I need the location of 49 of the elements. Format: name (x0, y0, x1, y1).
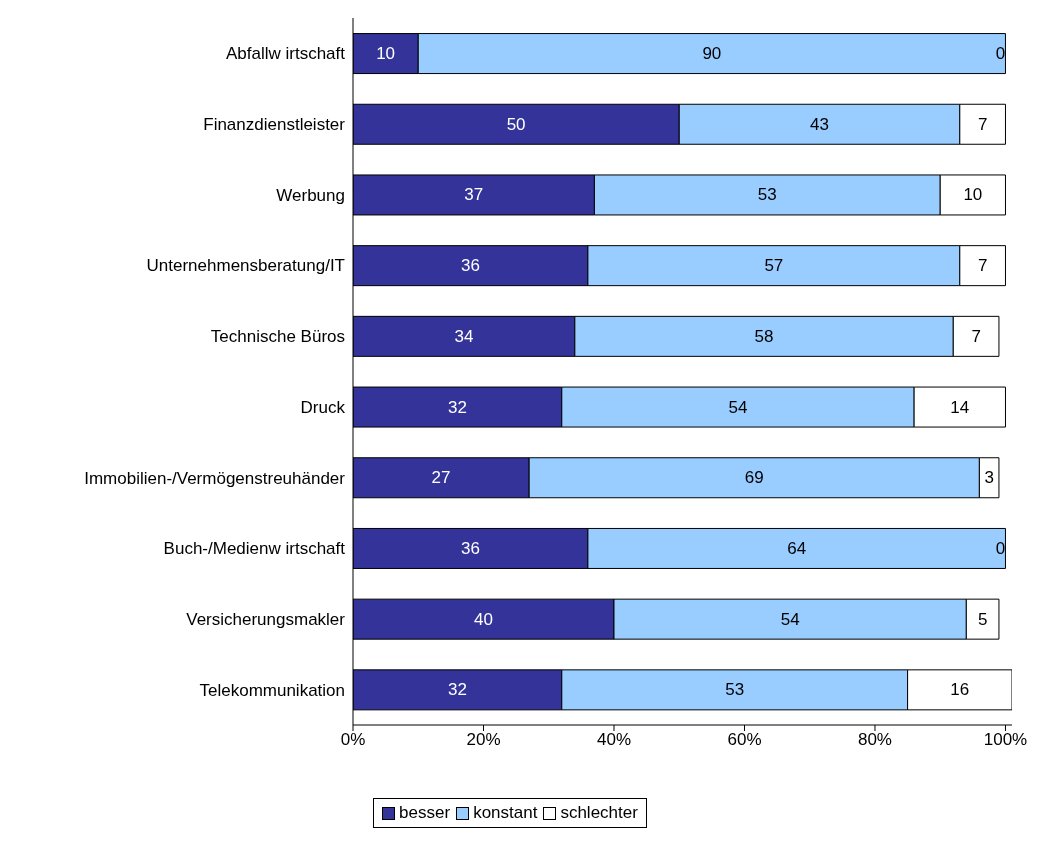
x-tick-label: 40% (596, 730, 632, 750)
data-label: 90 (702, 44, 722, 64)
data-label: 53 (757, 185, 777, 205)
data-label: 7 (977, 256, 988, 276)
data-label: 36 (460, 256, 480, 276)
data-label: 57 (764, 256, 784, 276)
data-label: 0 (995, 43, 1006, 63)
data-label: 37 (464, 185, 484, 205)
y-tick-label: Abfallw irtschaft (225, 44, 346, 64)
data-label: 16 (950, 680, 970, 700)
data-label: 7 (971, 326, 981, 346)
y-tick-label: Buch-/Medienw irtschaft (163, 539, 346, 559)
data-label: 64 (787, 538, 807, 558)
data-label: 14 (950, 397, 970, 417)
data-label: 10 (963, 185, 983, 205)
data-label: 32 (447, 397, 467, 417)
data-label: 7 (977, 114, 988, 134)
data-label: 54 (728, 397, 748, 417)
y-tick-label: Finanzdienstleister (203, 115, 346, 135)
y-tick-label: Werbung (276, 185, 345, 205)
x-tick-label: 20% (466, 730, 501, 750)
data-label: 27 (431, 468, 451, 488)
y-tick-label: Versicherungsmakler (186, 609, 346, 629)
data-label: 69 (744, 468, 764, 488)
y-tick-label: Unternehmensberatung/IT (146, 256, 345, 276)
data-label: 3 (984, 468, 994, 488)
data-label: 58 (754, 326, 774, 346)
data-label: 40 (474, 609, 493, 629)
y-tick-label: Telekommunikation (199, 680, 345, 700)
y-tick-label: Immobilien-/Vermögenstreuhänder (84, 468, 346, 488)
data-label: 50 (506, 114, 526, 134)
data-label: 54 (780, 609, 800, 629)
data-label: 34 (454, 326, 474, 346)
legend-label: konstant (472, 803, 538, 823)
y-tick-label: Druck (300, 397, 346, 417)
data-label: 5 (977, 609, 988, 629)
legend-label: besser (398, 803, 451, 823)
x-tick-label: 80% (857, 730, 892, 750)
data-label: 0 (995, 538, 1006, 558)
data-label: 36 (460, 538, 480, 558)
data-label: 10 (376, 44, 396, 64)
legend-label: schlechter (559, 803, 638, 823)
y-tick-label: Technische Büros (210, 327, 345, 347)
x-tick-label: 0% (340, 730, 366, 750)
x-tick-label: 100% (983, 730, 1028, 750)
data-label: 53 (725, 680, 745, 700)
data-label: 43 (810, 114, 829, 134)
data-label: 32 (447, 680, 467, 700)
x-tick-label: 60% (727, 730, 762, 750)
